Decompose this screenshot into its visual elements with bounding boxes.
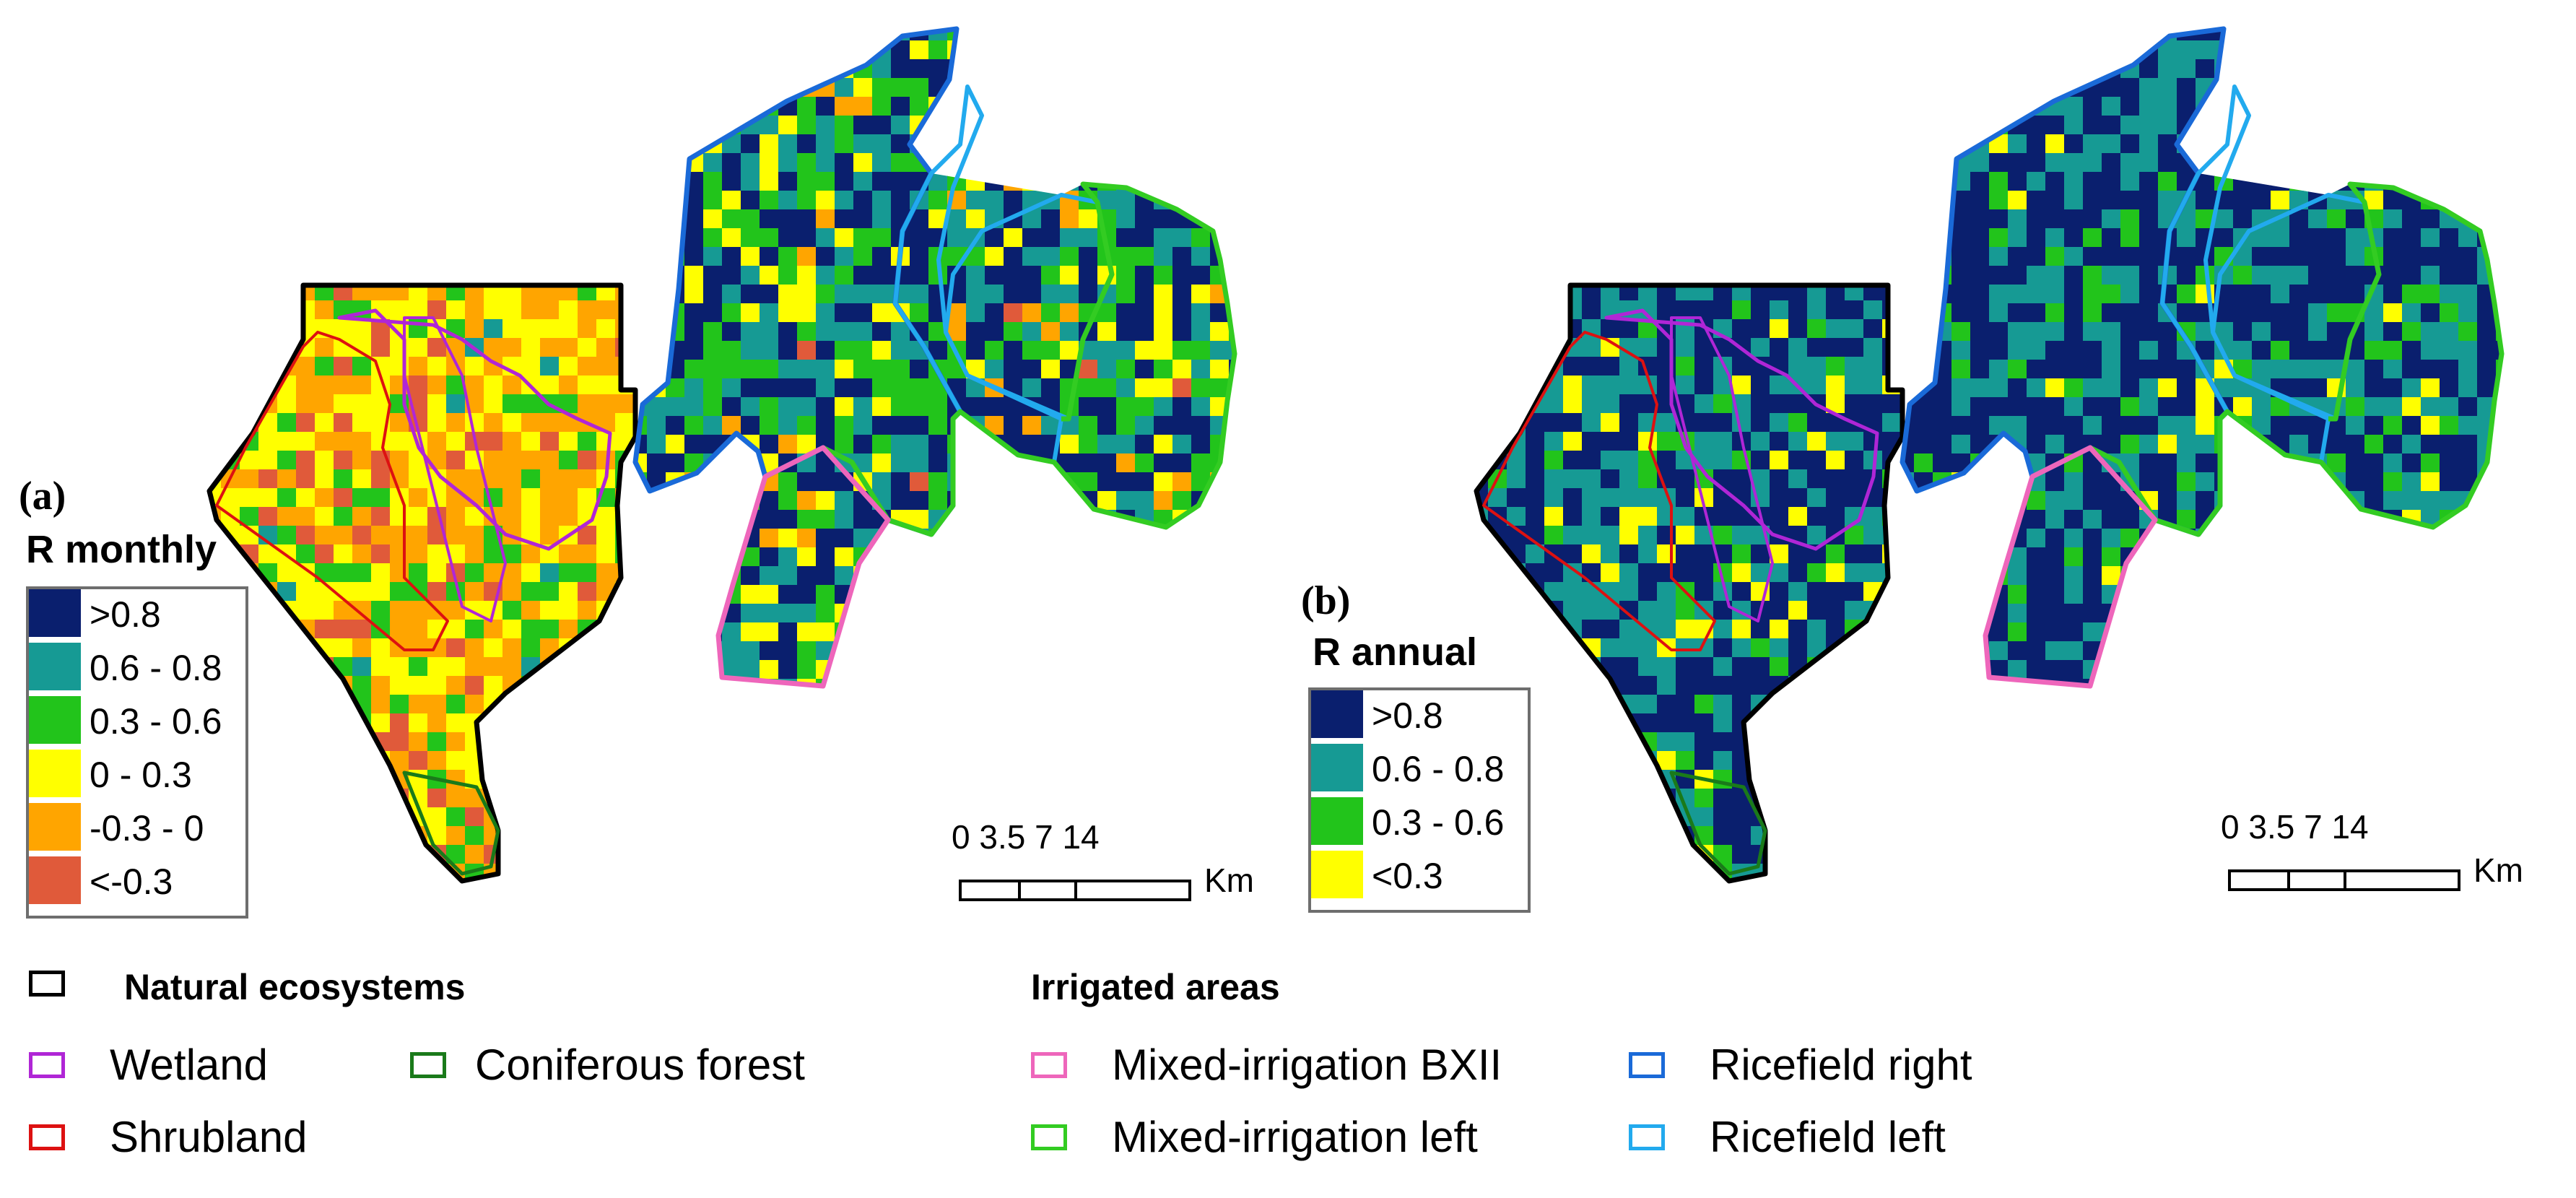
legend-a-class-label: >0.8 [90, 594, 161, 635]
legend-b-box: >0.8 0.6 - 0.8 0.3 - 0.6 <0.3 [1308, 687, 1531, 913]
natural-ecosystems-heading: Natural ecosystems [124, 967, 466, 1007]
legend-b-class-label: >0.8 [1372, 695, 1443, 736]
legend-coniferous-forest: Coniferous forest [410, 1040, 805, 1090]
legend-a-swatch [29, 696, 81, 744]
outlines-monthly [209, 26, 1237, 881]
scale-a-bar [959, 880, 1191, 901]
ricefield-left-swatch [1629, 1124, 1665, 1150]
scale-b-unit: Km [2473, 851, 2523, 889]
ricefield-right-swatch [1629, 1051, 1665, 1078]
legend-a-class-label: <-0.3 [90, 861, 173, 902]
legend-a-class-label: 0.3 - 0.6 [90, 701, 222, 742]
raster-annual-irrigated [1902, 29, 2502, 686]
legend-a-title: R monthly [26, 528, 217, 571]
legend-ricefield-left: Ricefield left [1629, 1112, 1946, 1162]
scale-bar-b: 0 3.5 7 14 Km [2221, 807, 2560, 894]
legend-ricefield-right: Ricefield right [1629, 1040, 1972, 1090]
legend-b-title: R annual [1313, 630, 1478, 674]
legend-mixed-irrigation-left: Mixed-irrigation left [1031, 1112, 1478, 1162]
legend-b-swatch [1311, 690, 1363, 738]
outlines-annual [1476, 26, 2505, 881]
scale-b-ticks: 0 3.5 7 14 [2221, 808, 2369, 846]
mixed-irrigation-left-swatch [1031, 1124, 1067, 1150]
scale-a-ticks: 0 3.5 7 14 [952, 818, 1100, 856]
legend-b-swatch [1311, 797, 1363, 845]
legend-mixed-irrigation-bxii: Mixed-irrigation BXII [1031, 1040, 1502, 1090]
legend-a-box: >0.8 0.6 - 0.8 0.3 - 0.6 0 - 0.3 -0.3 - 0 <-0… [26, 586, 248, 919]
legend-a-class-label: 0 - 0.3 [90, 755, 192, 795]
mixed-irrigation-bxii-swatch [1031, 1051, 1067, 1078]
coniferous-forest-swatch [410, 1051, 446, 1078]
legend-shrubland: Shrubland [29, 1112, 308, 1162]
ricefield-right-label: Ricefield right [1710, 1041, 1972, 1089]
legend-b-swatch [1311, 851, 1363, 898]
legend-a-swatch [29, 750, 81, 797]
panel-a-label: (a) [19, 474, 66, 518]
mixed-irrigation-bxii-label: Mixed-irrigation BXII [1112, 1041, 1502, 1089]
legend-a-swatch [29, 589, 81, 637]
panel-b-label: (b) [1301, 578, 1351, 623]
legend-a-swatch [29, 643, 81, 690]
wetland-label: Wetland [110, 1041, 269, 1089]
shrubland-swatch [29, 1124, 65, 1150]
legend-wetland: Wetland [29, 1040, 268, 1090]
legend-b-swatch [1311, 744, 1363, 791]
legend-a-swatch [29, 803, 81, 851]
natural-ecosystems-swatch [29, 971, 65, 997]
wetland-swatch [29, 1051, 65, 1078]
natural-ecosystems-heading-row [29, 971, 110, 997]
coniferous-forest-label: Coniferous forest [475, 1041, 805, 1089]
raster-monthly-irrigated [635, 29, 1235, 686]
legend-b-class-label: 0.6 - 0.8 [1372, 749, 1505, 789]
legend-a-swatch [29, 856, 81, 904]
map-area [0, 26, 2505, 895]
scale-bar-a: 0 3.5 7 14 Km [952, 817, 1284, 904]
boundary-legend: Natural ecosystems Irrigated areas Wetla… [0, 939, 2576, 1198]
legend-a-class-label: 0.6 - 0.8 [90, 648, 222, 688]
ricefield-left-label: Ricefield left [1710, 1113, 1946, 1161]
scale-b-bar [2228, 869, 2460, 891]
mixed-irrigation-left-label: Mixed-irrigation left [1112, 1113, 1478, 1161]
legend-a-class-label: -0.3 - 0 [90, 808, 204, 848]
legend-b-class-label: 0.3 - 0.6 [1372, 802, 1505, 843]
shrubland-label: Shrubland [110, 1113, 308, 1161]
scale-a-unit: Km [1204, 861, 1254, 899]
irrigated-areas-heading: Irrigated areas [1031, 967, 1280, 1007]
legend-b-class-label: <0.3 [1372, 856, 1443, 896]
